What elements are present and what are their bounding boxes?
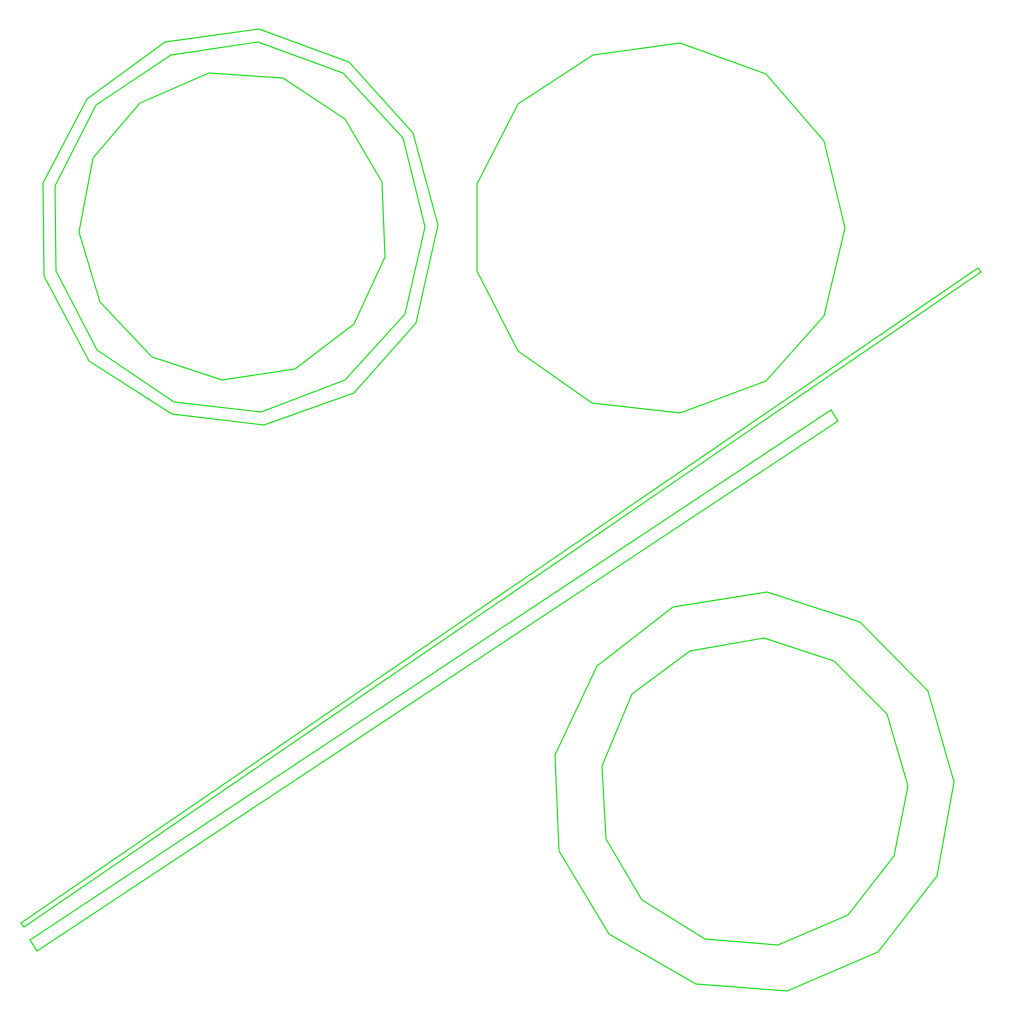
- ring-top-left-middle: [54, 41, 426, 413]
- ring-top-left-outer: [42, 28, 439, 426]
- diagonal-bar-lower: [29, 409, 839, 952]
- ring-bottom-right-inner: [601, 637, 909, 946]
- ring-top-left-inner: [78, 72, 386, 381]
- diagonal-bar-upper: [20, 267, 982, 928]
- circle-top-right: [476, 42, 846, 414]
- ring-bottom-right-outer: [554, 591, 955, 992]
